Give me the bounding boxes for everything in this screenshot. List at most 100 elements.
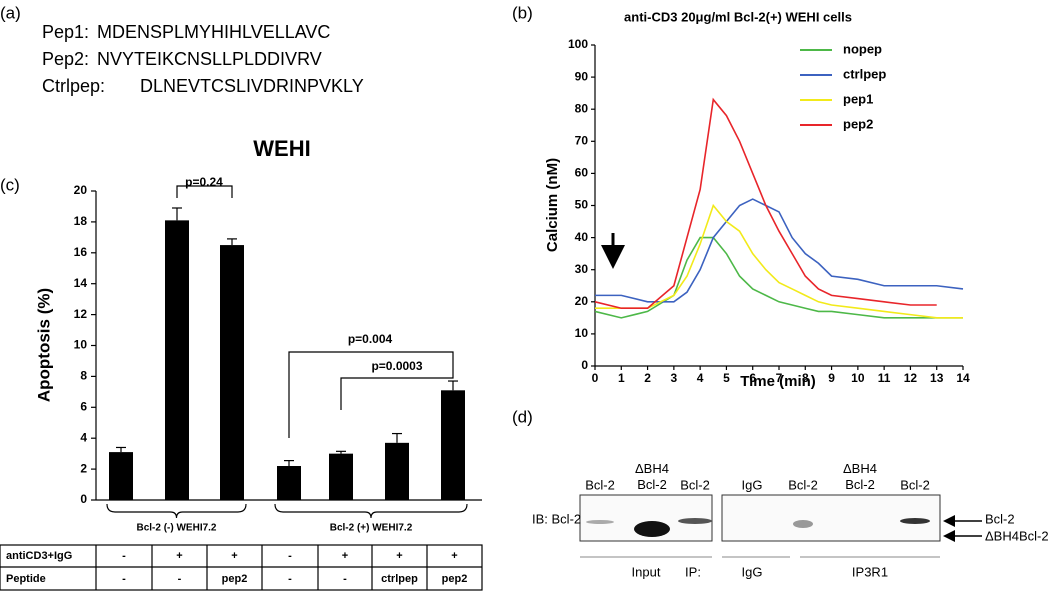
x-tick-label: 14	[956, 371, 970, 385]
group-brace	[274, 503, 468, 519]
y-tick-label: 14	[74, 276, 88, 290]
y-tick-label: 20	[74, 183, 88, 197]
y-tick-label: 10	[74, 338, 88, 352]
line-series	[595, 198, 964, 303]
lane-label: ΔBH4 Bcl-2	[843, 461, 877, 492]
legend-label: ctrlpep	[843, 66, 886, 81]
table-cell: +	[451, 550, 457, 562]
y-tick-label: 90	[575, 69, 589, 83]
marker-label: ΔBH4Bcl-2	[985, 528, 1049, 543]
x-tick-label: 10	[851, 371, 865, 385]
x-tick-label: 1	[618, 371, 625, 385]
y-tick-label: 60	[575, 166, 589, 180]
y-tick-label: 80	[575, 101, 589, 115]
panel-label: (b)	[512, 3, 533, 22]
group-label: Bcl-2 (+) WEHI7.2	[330, 523, 413, 534]
x-tick-label: 5	[723, 371, 730, 385]
panel-label: (c)	[0, 175, 20, 194]
x-tick-label: 12	[904, 371, 918, 385]
y-tick-label: 40	[575, 230, 589, 244]
lane-label: Bcl-2	[788, 477, 818, 492]
sig-bracket	[288, 351, 454, 438]
y-tick-label: 100	[568, 37, 588, 51]
input-label: Input	[632, 564, 661, 579]
y-tick-label: 0	[581, 358, 588, 372]
table-cell: +	[396, 550, 402, 562]
lane-label: Bcl-2	[900, 477, 930, 492]
line-series	[594, 97, 937, 310]
y-tick-label: 12	[74, 307, 88, 321]
x-tick-label: 6	[749, 371, 756, 385]
panel-label: (a)	[0, 3, 21, 22]
band	[634, 521, 670, 537]
table-cell: ctrlpep	[381, 573, 418, 585]
ip-igg-label: IgG	[742, 564, 763, 579]
sig-bracket	[176, 185, 233, 198]
y-tick-label: 18	[74, 214, 88, 228]
bar	[277, 466, 301, 500]
bar	[109, 452, 133, 500]
line-series	[594, 236, 963, 319]
marker-label: Bcl-2	[985, 511, 1015, 526]
blot-ip-box	[721, 494, 941, 542]
bar	[165, 220, 189, 501]
x-tick-label: 11	[878, 371, 891, 385]
y-tick-label: 70	[575, 133, 589, 147]
ip3r1-label: IP3R1	[852, 564, 888, 579]
band	[678, 518, 712, 524]
bar	[329, 453, 353, 500]
y-tick-label: 4	[80, 430, 87, 444]
y-tick-label: 8	[80, 369, 87, 383]
y-axis-label: Calcium (nM)	[544, 158, 561, 252]
x-tick-label: 7	[776, 371, 783, 385]
y-tick-label: 0	[80, 492, 87, 506]
seq-name: Pep2:	[42, 49, 89, 69]
lane-label: Bcl-2	[680, 477, 710, 492]
bar	[385, 442, 409, 500]
x-tick-label: 8	[802, 371, 809, 385]
seq: NVYTEIKCNSLLPLDDIVRV	[97, 49, 322, 69]
table-cell: -	[288, 550, 292, 562]
bar	[220, 245, 244, 500]
legend-label: pep2	[843, 116, 873, 131]
p-value: p=0.004	[348, 332, 393, 346]
table-cell: -	[288, 573, 292, 585]
table-cell: pep2	[222, 573, 248, 585]
bar	[441, 390, 465, 500]
group-brace	[106, 503, 247, 519]
sig-bracket	[340, 366, 454, 410]
x-tick-label: 3	[671, 371, 678, 385]
table-cell: Peptide	[6, 573, 46, 585]
table-cell: +	[176, 550, 182, 562]
p-value: p=0.0003	[371, 359, 422, 373]
y-tick-label: 16	[74, 245, 88, 259]
y-tick-label: 6	[80, 399, 87, 413]
table-cell: +	[342, 550, 348, 562]
y-tick-label: 2	[80, 461, 87, 475]
x-tick-label: 4	[697, 371, 704, 385]
legend-label: pep1	[843, 91, 873, 106]
ip-label: IP:	[685, 564, 701, 579]
y-tick-label: 10	[575, 326, 589, 340]
table-cell: +	[231, 550, 237, 562]
table-cell: pep2	[442, 573, 468, 585]
seq-name: Ctrlpep:	[42, 76, 105, 96]
x-tick-label: 0	[592, 371, 599, 385]
y-tick-label: 50	[575, 198, 589, 212]
lane-label: Bcl-2	[585, 477, 615, 492]
x-tick-label: 9	[828, 371, 835, 385]
chart-title: WEHI	[253, 136, 310, 161]
x-tick-label: 2	[644, 371, 651, 385]
x-tick-label: 13	[930, 371, 944, 385]
panel-label: (d)	[512, 407, 533, 426]
table-cell: -	[178, 573, 182, 585]
legend-label: nopep	[843, 41, 882, 56]
table-cell: -	[343, 573, 347, 585]
seq: DLNEVTCSLIVDRINPVKLY	[140, 76, 364, 96]
lane-label: IgG	[742, 477, 763, 492]
line-series	[595, 203, 963, 319]
band	[586, 520, 614, 524]
table-cell: -	[122, 550, 126, 562]
lane-label: ΔBH4 Bcl-2	[635, 461, 669, 492]
